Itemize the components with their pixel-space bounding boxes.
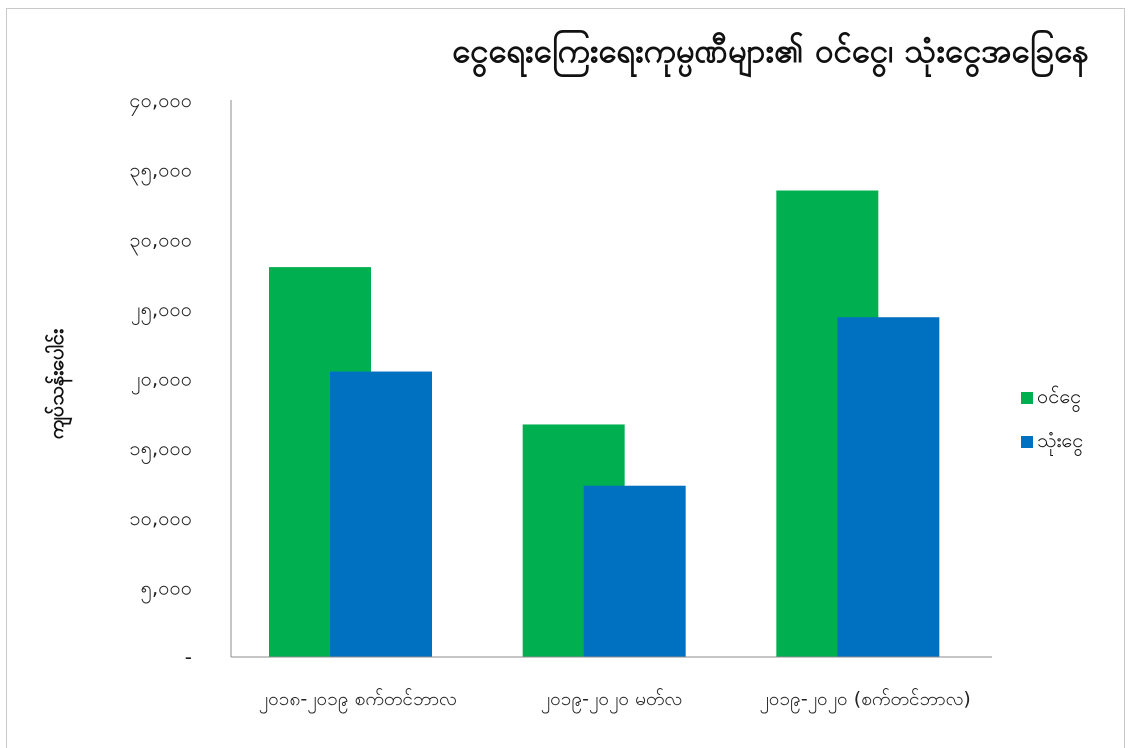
x-tick-label: ၂၀၁၈-၂၀၁၉ စက်တင်ဘာလ xyxy=(259,687,457,714)
y-tick-label: ၄၀,၀၀၀ xyxy=(129,88,192,116)
legend-item-expense: သုံးငွေ xyxy=(1021,428,1084,454)
y-tick-label: ၁၅,၀၀၀ xyxy=(129,436,192,464)
y-tick-label: ၂၀,၀၀၀ xyxy=(131,367,192,395)
y-tick-label: ၃၀,၀၀၀ xyxy=(129,227,192,255)
legend-item-income: ဝင်ငွေ xyxy=(1021,384,1083,410)
bar-expense xyxy=(837,317,940,657)
chart-title: ငွေရေးကြေးရေးကုမ္ပဏီများ၏ ဝင်ငွေ၊ သုံးငွ… xyxy=(451,31,1089,70)
legend-swatch-expense xyxy=(1021,436,1033,448)
y-tick-label: - xyxy=(185,645,192,669)
y-tick-label: ၃၅,၀၀၀ xyxy=(129,158,192,186)
y-tick-label: ၁၀,၀၀၀ xyxy=(129,506,192,530)
chart-frame xyxy=(6,8,1125,748)
legend-swatch-income xyxy=(1021,392,1033,404)
legend: ဝင်ငွေ သုံးငွေ xyxy=(1021,384,1084,474)
legend-label-income: ဝင်ငွေ xyxy=(1037,384,1082,408)
y-tick-label: ၅,၀၀၀ xyxy=(141,575,192,603)
legend-label-expense: သုံးငွေ xyxy=(1037,428,1084,452)
x-tick-label: ၂၀၁၉-၂၀၂၀ (စက်တင်ဘာလ) xyxy=(759,687,970,714)
x-tick-label: ၂၀၁၉-၂၀၂၀ မတ်လ xyxy=(541,687,683,714)
bar-expense xyxy=(330,371,432,657)
y-tick-label: ၂၅,၀၀၀ xyxy=(131,297,192,325)
bar-expense xyxy=(583,485,686,657)
